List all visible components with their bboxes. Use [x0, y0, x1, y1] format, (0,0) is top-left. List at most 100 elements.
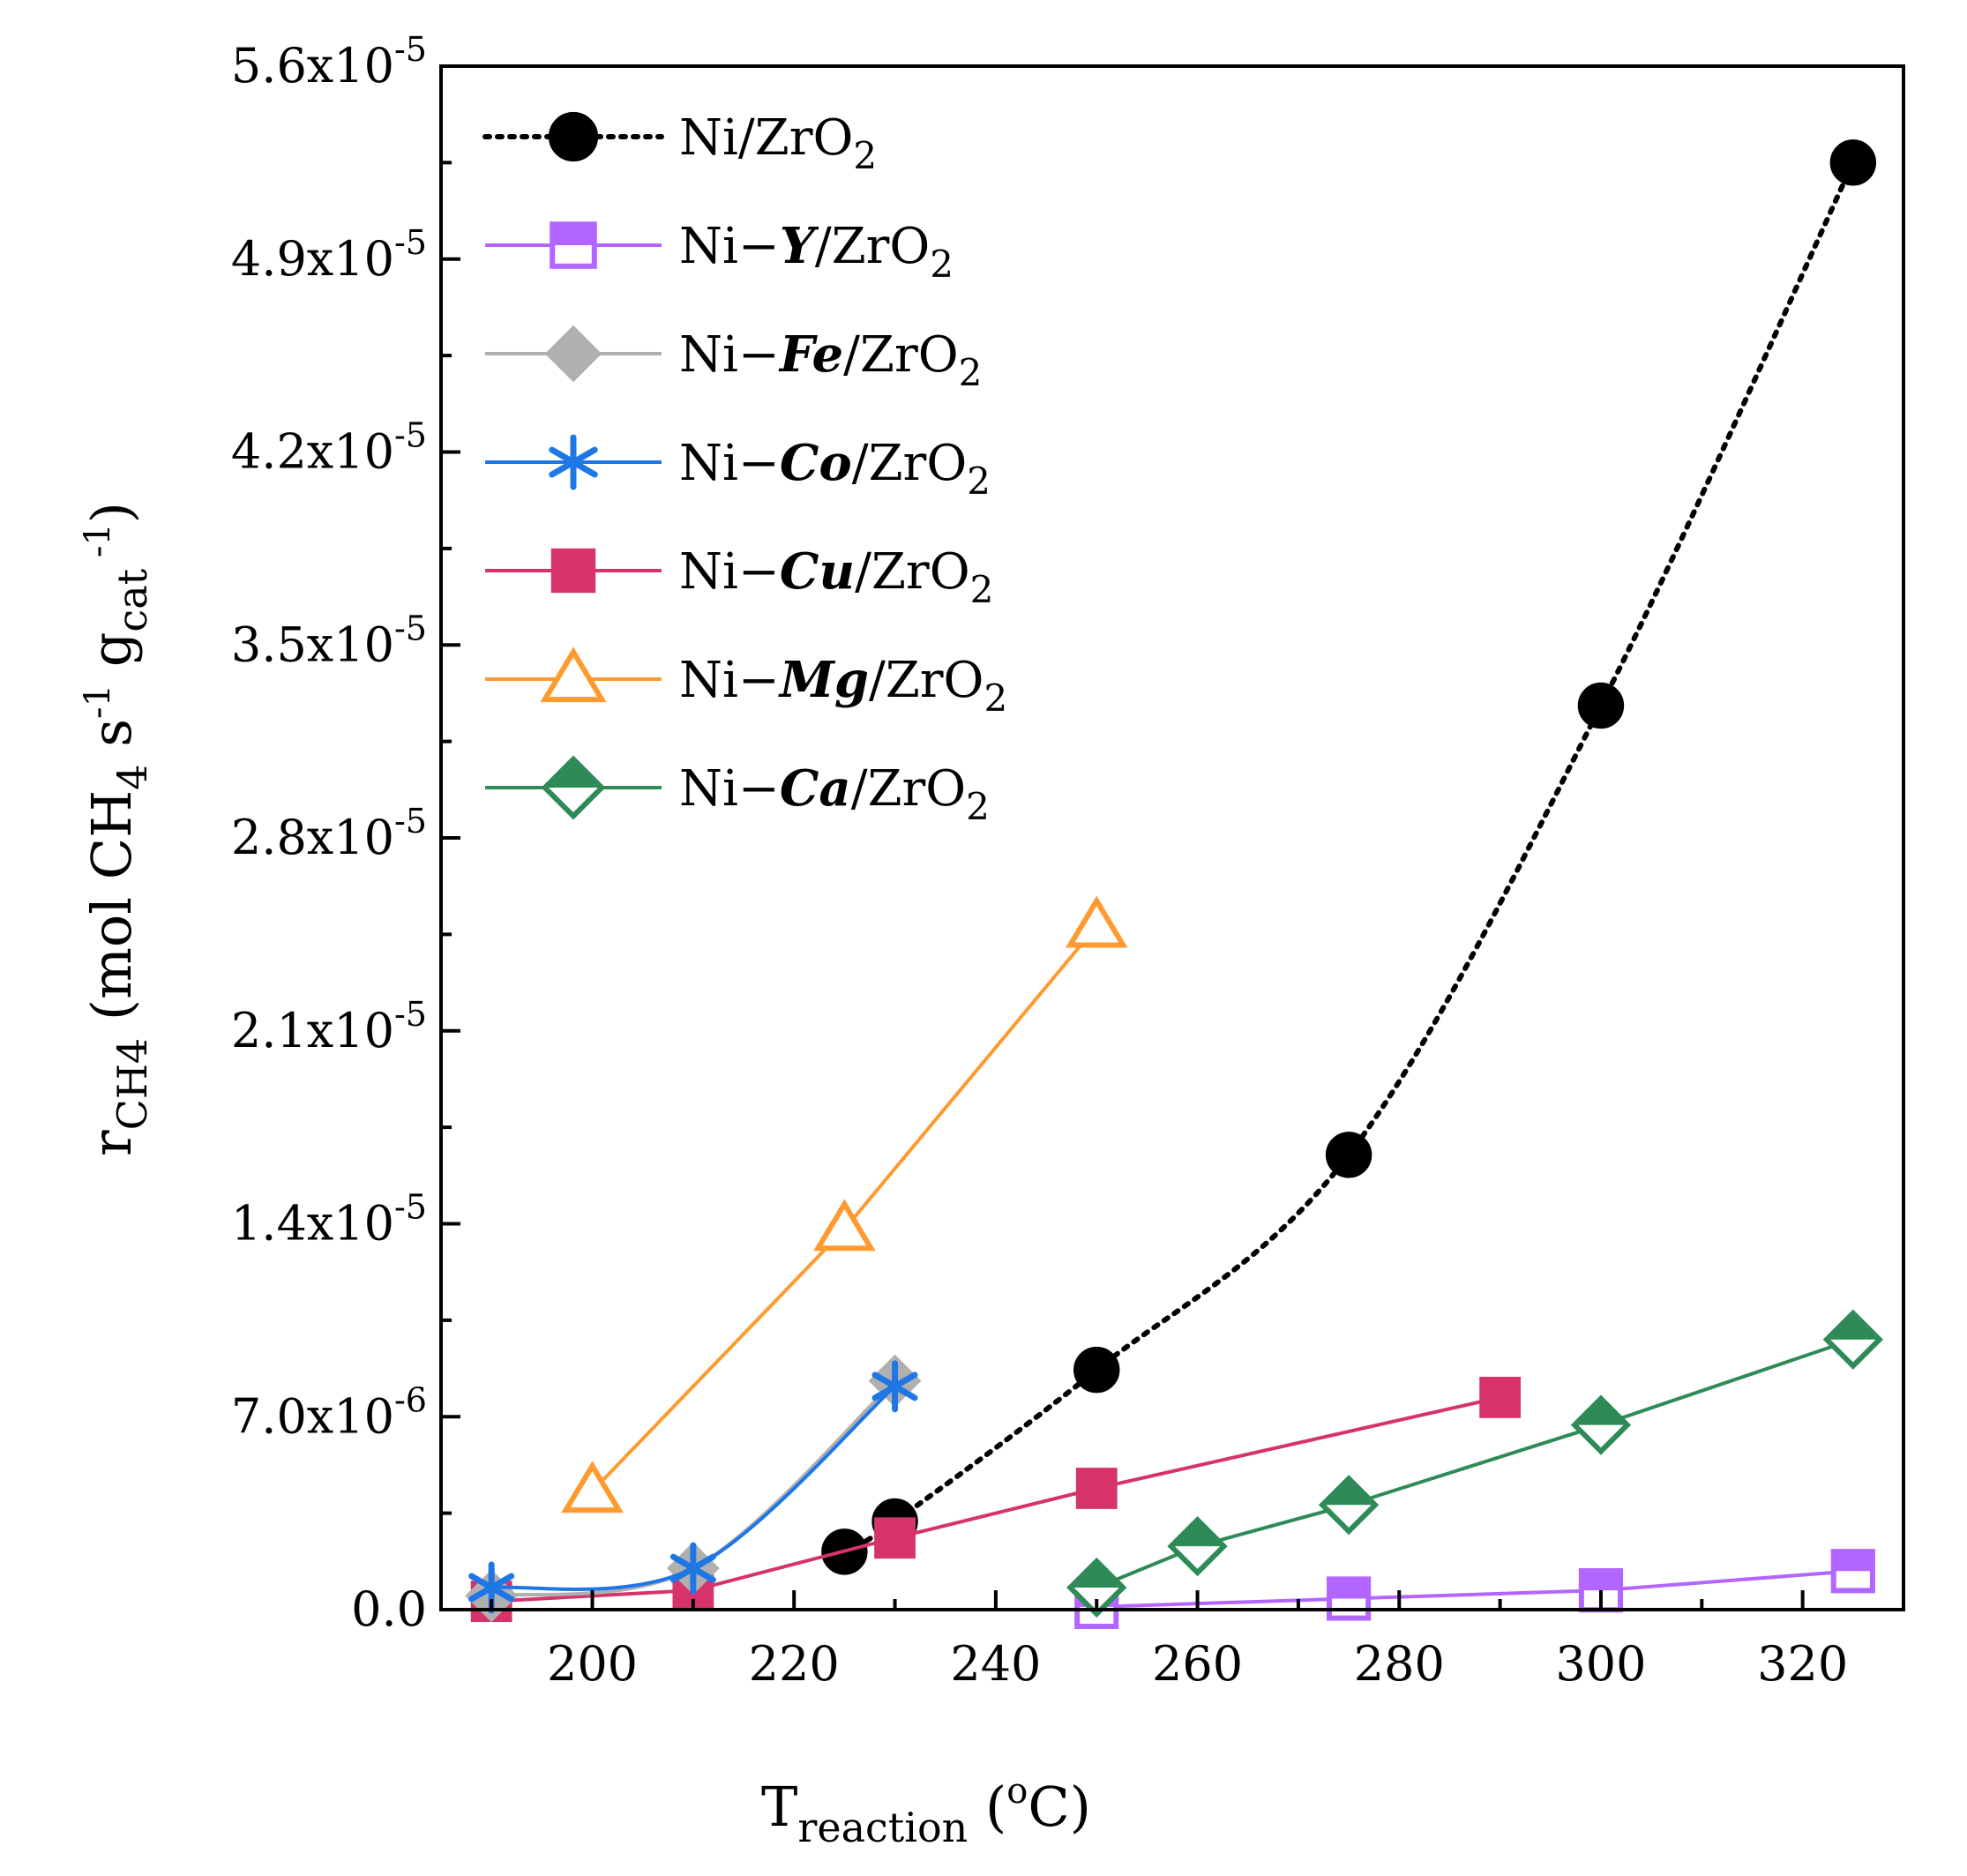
legend-label: Ni−Ca/ZrO2 [679, 759, 990, 828]
data-point [1570, 1394, 1632, 1455]
legend-item-ni-ca-zro2: Ni−Ca/ZrO2 [485, 755, 990, 828]
data-point-arm [669, 1553, 716, 1583]
legend-label-dash: − [738, 435, 780, 492]
legend-marker [541, 755, 606, 820]
y-tick-exponent: -5 [394, 30, 427, 69]
data-point [1829, 139, 1877, 186]
legend-label-metal: Y [780, 217, 819, 275]
y-tick-exponent: -5 [394, 223, 427, 262]
legend-label-dash: − [738, 652, 780, 709]
data-point-fill [1170, 1520, 1224, 1547]
data-point [1822, 1309, 1883, 1370]
x-tick-label: 200 [547, 1636, 638, 1692]
x-tick-label: 280 [1354, 1636, 1445, 1692]
data-point [1479, 1376, 1522, 1418]
data-point-arm [871, 1371, 918, 1401]
y-tick-mantissa: 4.9x10 [231, 231, 394, 287]
y-tick-mantissa: 2.8x10 [231, 810, 394, 865]
legend-label-metal: Mg [778, 651, 869, 709]
plot-area [465, 139, 1883, 1629]
data-point [1327, 1576, 1372, 1621]
legend-item-ni-cu-zro2: Ni−Cu/ZrO2 [485, 542, 993, 611]
x-axis-title-units-open: ( [968, 1775, 1006, 1839]
x-axis-title-units-close: C) [1028, 1775, 1091, 1839]
data-point [1075, 1468, 1118, 1509]
data-point [1073, 1346, 1120, 1394]
legend-label-pre: Ni [679, 543, 738, 601]
data-point-fill [1574, 1398, 1627, 1425]
y-tick-mantissa: 0.0 [351, 1581, 427, 1637]
legend-label-metal: Ca [780, 759, 851, 818]
data-point [1318, 1475, 1380, 1536]
y-tick-mantissa: 4.2x10 [231, 424, 394, 480]
y-axis-title-main: r [79, 1130, 144, 1156]
legend-label-post: /ZrO [852, 435, 967, 492]
y-tick-label: 3.5x10-5 [231, 609, 427, 672]
y-tick-label: 2.8x10-5 [231, 802, 427, 865]
data-point [1830, 1549, 1875, 1594]
legend-label: Ni−Cu/ZrO2 [679, 542, 993, 611]
y-tick-exponent: -6 [394, 1380, 427, 1419]
legend-label-sub: 2 [853, 134, 877, 177]
data-point [1167, 1515, 1228, 1577]
y-axis-title: rCH4 (mol CH4 s-1 gcat -1) [78, 502, 156, 1156]
y-tick-mantissa: 7.0x10 [231, 1388, 394, 1444]
data-point [874, 1517, 916, 1559]
legend-label-dash: − [738, 326, 780, 384]
data-point-fill [1833, 1551, 1873, 1572]
y-tick-exponent: -5 [394, 609, 427, 647]
legend-item-ni-co-zro2: Ni−Co/ZrO2 [485, 434, 991, 503]
data-point [1066, 1557, 1127, 1618]
y-tick-mantissa: 1.4x10 [231, 1196, 394, 1252]
legend-marker [549, 434, 598, 490]
y-tick-label: 5.6x10-5 [231, 30, 427, 93]
legend-label-pre: Ni [679, 435, 738, 492]
x-axis-title-main: T [761, 1775, 797, 1839]
legend-label-dash: − [738, 218, 780, 275]
data-point [1325, 1132, 1372, 1178]
legend-label-metal: Co [780, 434, 852, 492]
data-point-fill [1070, 1561, 1124, 1588]
y-tick-label: 4.9x10-5 [231, 223, 427, 287]
data-point [561, 1461, 624, 1514]
data-point-fill [1329, 1579, 1369, 1599]
legend-item-ni-mg-zro2: Ni−Mg/ZrO2 [485, 647, 1007, 720]
legend-label: Ni−Mg/ZrO2 [679, 651, 1007, 720]
data-point-fill [1826, 1312, 1880, 1340]
data-point-fill [1581, 1571, 1621, 1591]
legend-label: Ni−Fe/ZrO2 [679, 325, 982, 394]
legend-label: Ni−Co/ZrO2 [679, 434, 991, 503]
legend-label-post: /ZrO [869, 652, 984, 709]
legend-label-metal: Fe [778, 325, 843, 384]
legend: Ni/ZrO2Ni−Y/ZrO2Ni−Fe/ZrO2Ni−Co/ZrO2Ni−C… [482, 109, 1007, 828]
data-point [871, 1360, 918, 1413]
legend-label-pre: Ni [679, 109, 738, 167]
x-axis-title: Treaction (oC) [761, 1771, 1091, 1851]
data-point [813, 1199, 876, 1252]
y-tick-exponent: -5 [394, 416, 427, 455]
legend-marker [550, 221, 597, 269]
series-ni-ca-zro2 [1066, 1309, 1883, 1618]
y-tick-label: 2.1x10-5 [231, 995, 427, 1058]
y-tick-label: 1.4x10-5 [231, 1188, 427, 1252]
y-tick-label: 4.2x10-5 [231, 416, 427, 480]
legend-label-dash: − [738, 760, 780, 818]
data-point [669, 1542, 716, 1595]
legend-label-pre: Ni [679, 326, 738, 384]
x-tick-label: 300 [1555, 1636, 1646, 1692]
legend-item-ni-fe-zro2: Ni−Fe/ZrO2 [485, 325, 982, 394]
legend-marker [550, 548, 596, 594]
data-point [1577, 682, 1625, 729]
y-tick-mantissa: 2.1x10 [231, 1003, 394, 1058]
legend-label-sub: 2 [984, 676, 1007, 720]
legend-marker-fill [552, 224, 595, 245]
axes: 200 220 240 260 280 300 3200.07.0x10-61.4x10-5… [231, 30, 1905, 1692]
legend-label-sub: 2 [966, 785, 990, 828]
y-axis-title-units-sup1: -1 [78, 684, 118, 719]
y-axis-title-units-gsub: cat [108, 568, 156, 632]
series-ni-mg-zro2 [561, 895, 1128, 1514]
legend-label-sub: 2 [970, 568, 994, 611]
legend-label-post: /ZrO [815, 218, 930, 275]
